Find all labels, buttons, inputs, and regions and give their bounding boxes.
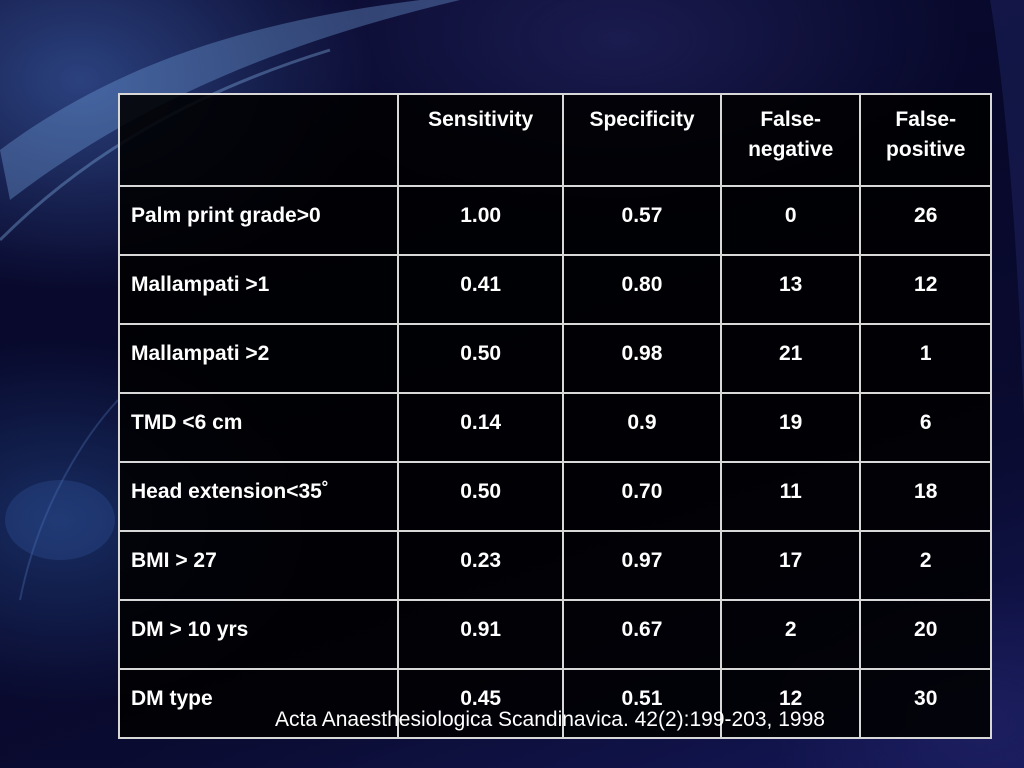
- false-positive-cell: 12: [859, 254, 992, 325]
- sensitivity-cell: 0.50: [397, 461, 565, 532]
- specificity-cell: 0.9: [562, 392, 722, 463]
- false-negative-cell: 21: [719, 323, 862, 394]
- false-negative-cell: 12: [719, 668, 862, 739]
- specificity-cell: 0.57: [562, 185, 722, 256]
- table-row: Mallampati >2 0.50 0.98 21 1: [117, 323, 992, 394]
- table-row: DM type 0.45 0.51 12 30: [117, 668, 992, 739]
- false-positive-cell: 2: [859, 530, 992, 601]
- specificity-cell: 0.98: [562, 323, 722, 394]
- row-label: BMI > 27: [117, 530, 400, 601]
- table-row: BMI > 27 0.23 0.97 17 2: [117, 530, 992, 601]
- table-row: DM > 10 yrs 0.91 0.67 2 20: [117, 599, 992, 670]
- sensitivity-cell: 0.41: [397, 254, 565, 325]
- row-label: DM > 10 yrs: [117, 599, 400, 670]
- sensitivity-cell: 0.23: [397, 530, 565, 601]
- row-label: Palm print grade>0: [117, 185, 400, 256]
- table-row: TMD <6 cm 0.14 0.9 19 6: [117, 392, 992, 463]
- airway-predictors-table: Sensitivity Specificity False- negative …: [117, 93, 992, 739]
- specificity-cell: 0.67: [562, 599, 722, 670]
- sensitivity-cell: 0.91: [397, 599, 565, 670]
- false-negative-cell: 2: [719, 599, 862, 670]
- false-positive-cell: 26: [859, 185, 992, 256]
- specificity-cell: 0.70: [562, 461, 722, 532]
- header-specificity: Specificity: [562, 93, 722, 187]
- row-label: Head extension<35˚: [117, 461, 400, 532]
- specificity-cell: 0.80: [562, 254, 722, 325]
- row-label: TMD <6 cm: [117, 392, 400, 463]
- false-negative-cell: 17: [719, 530, 862, 601]
- table-row: Head extension<35˚ 0.50 0.70 11 18: [117, 461, 992, 532]
- false-negative-cell: 19: [719, 392, 862, 463]
- false-negative-cell: 0: [719, 185, 862, 256]
- sensitivity-cell: 0.45: [397, 668, 565, 739]
- false-positive-cell: 18: [859, 461, 992, 532]
- sensitivity-cell: 0.14: [397, 392, 565, 463]
- false-negative-cell: 13: [719, 254, 862, 325]
- sensitivity-cell: 1.00: [397, 185, 565, 256]
- header-false-positive: False- positive: [859, 93, 992, 187]
- specificity-cell: 0.97: [562, 530, 722, 601]
- specificity-cell: 0.51: [562, 668, 722, 739]
- header-blank-cell: [117, 93, 400, 187]
- false-positive-cell: 1: [859, 323, 992, 394]
- false-negative-cell: 11: [719, 461, 862, 532]
- header-sensitivity: Sensitivity: [397, 93, 565, 187]
- false-positive-cell: 30: [859, 668, 992, 739]
- citation-text: Acta Anaesthesiologica Scandinavica. 42(…: [275, 708, 825, 731]
- row-label: DM type: [117, 668, 400, 739]
- table-header-row: Sensitivity Specificity False- negative …: [117, 93, 992, 187]
- sensitivity-cell: 0.50: [397, 323, 565, 394]
- false-positive-cell: 20: [859, 599, 992, 670]
- row-label: Mallampati >2: [117, 323, 400, 394]
- table-row: Mallampati >1 0.41 0.80 13 12: [117, 254, 992, 325]
- false-positive-cell: 6: [859, 392, 992, 463]
- row-label: Mallampati >1: [117, 254, 400, 325]
- table-row: Palm print grade>0 1.00 0.57 0 26: [117, 185, 992, 256]
- header-false-negative: False- negative: [719, 93, 862, 187]
